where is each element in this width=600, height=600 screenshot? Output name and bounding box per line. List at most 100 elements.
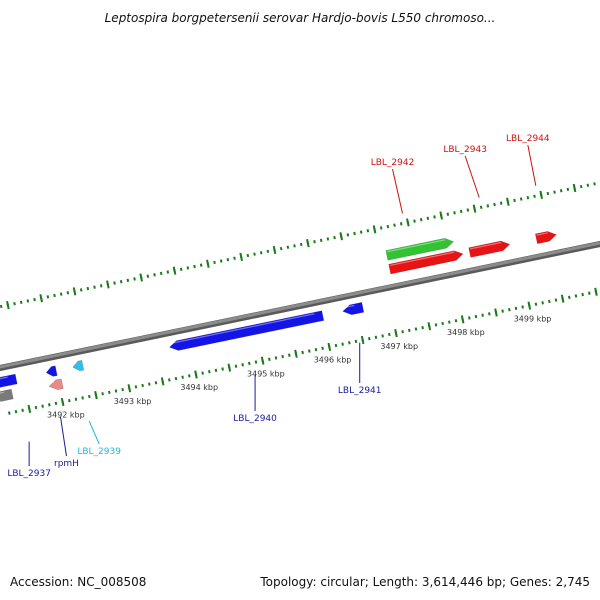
outer-minor-tick bbox=[466, 208, 470, 212]
inner-major-tick bbox=[194, 370, 198, 379]
inner-minor-tick bbox=[81, 396, 84, 400]
LBL_2941-arrow[interactable] bbox=[342, 302, 365, 316]
LBL_2939-highlight bbox=[72, 362, 77, 365]
outer-minor-tick bbox=[333, 235, 336, 240]
outer-minor-tick bbox=[113, 281, 116, 285]
outer-minor-tick bbox=[566, 187, 570, 192]
inner-major-tick bbox=[460, 315, 465, 324]
LBL_2940-arrow[interactable] bbox=[168, 310, 325, 351]
outer-major-tick bbox=[106, 280, 110, 289]
outer-minor-tick bbox=[399, 222, 403, 226]
outer-minor-tick bbox=[493, 202, 496, 207]
outer-minor-tick bbox=[79, 288, 83, 292]
outer-minor-tick bbox=[179, 267, 183, 271]
inner-minor-tick bbox=[314, 347, 318, 352]
outer-major-tick bbox=[206, 259, 210, 268]
minus-strand-ticks bbox=[8, 287, 598, 415]
LBL_2940-label[interactable]: LBL_2940 bbox=[233, 414, 277, 424]
outer-major-tick bbox=[172, 266, 177, 275]
outer-minor-tick bbox=[433, 215, 436, 219]
outer-minor-tick bbox=[53, 293, 56, 298]
outer-minor-tick bbox=[593, 182, 596, 186]
LBL_2944-label[interactable]: LBL_2944 bbox=[506, 134, 550, 144]
inner-minor-tick bbox=[74, 397, 78, 401]
inner-minor-tick bbox=[101, 392, 104, 396]
outer-minor-tick bbox=[453, 211, 456, 215]
outer-major-tick bbox=[306, 238, 310, 248]
outer-major-tick bbox=[72, 287, 77, 296]
outer-minor-tick bbox=[419, 218, 423, 222]
LBL_2942-highlight bbox=[389, 251, 455, 267]
outer-minor-tick bbox=[359, 230, 363, 234]
inner-major-tick bbox=[127, 384, 132, 393]
inner-minor-tick bbox=[221, 367, 224, 371]
inner-minor-tick bbox=[248, 361, 251, 366]
outer-minor-tick bbox=[166, 270, 170, 274]
LBL_2943-label[interactable]: LBL_2943 bbox=[443, 145, 487, 155]
inner-minor-tick bbox=[548, 299, 551, 304]
outer-minor-tick bbox=[86, 286, 90, 291]
outer-minor-tick bbox=[213, 260, 216, 265]
inner-major-tick bbox=[594, 287, 598, 296]
LBL_2943-arrow[interactable] bbox=[468, 240, 511, 258]
inner-minor-tick bbox=[34, 405, 38, 410]
outer-minor-tick bbox=[153, 273, 156, 277]
LBL_2942-label[interactable]: LBL_2942 bbox=[371, 158, 415, 168]
LBL_2942-cds-arrow[interactable] bbox=[385, 237, 455, 261]
rpmH-cds-arrow[interactable] bbox=[48, 378, 64, 391]
outer-major-tick bbox=[539, 190, 543, 200]
rpmH-arrow[interactable] bbox=[45, 365, 58, 377]
outer-minor-tick bbox=[313, 240, 316, 244]
LBL_2941-label[interactable]: LBL_2941 bbox=[338, 386, 382, 396]
LBL_2944-highlight bbox=[536, 232, 548, 236]
LBL_2941-highlight bbox=[342, 304, 355, 309]
LBL_2944-arrow[interactable] bbox=[534, 231, 557, 245]
kbp-label: 3498 kbp bbox=[447, 328, 485, 337]
inner-minor-tick bbox=[141, 383, 144, 388]
gene-features bbox=[0, 231, 557, 402]
inner-minor-tick bbox=[21, 408, 24, 412]
outer-major-tick bbox=[506, 197, 510, 206]
outer-minor-tick bbox=[233, 256, 236, 260]
outer-major-tick bbox=[572, 183, 577, 193]
outer-minor-tick bbox=[553, 190, 556, 194]
inner-minor-tick bbox=[348, 341, 351, 345]
inner-major-tick bbox=[527, 301, 532, 310]
LBL_2937-cds-arrow[interactable] bbox=[0, 388, 14, 402]
outer-minor-tick bbox=[559, 189, 563, 193]
inner-minor-tick bbox=[134, 385, 138, 389]
rpmH-highlight bbox=[46, 367, 50, 370]
inner-minor-tick bbox=[508, 308, 511, 312]
LBL_2937-highlight bbox=[0, 376, 8, 380]
outer-major-tick bbox=[406, 218, 410, 227]
outer-minor-tick bbox=[319, 238, 323, 243]
inner-major-tick bbox=[494, 308, 498, 317]
inner-minor-tick bbox=[454, 319, 458, 323]
inner-minor-tick bbox=[288, 353, 291, 357]
inner-major-tick bbox=[294, 349, 298, 358]
LBL_2937-label[interactable]: LBL_2937 bbox=[7, 469, 51, 479]
inner-minor-tick bbox=[114, 389, 118, 393]
outer-minor-tick bbox=[366, 229, 370, 233]
outer-minor-tick bbox=[133, 277, 136, 281]
outer-minor-tick bbox=[579, 184, 583, 189]
outer-major-tick bbox=[439, 211, 443, 220]
rpmH-label[interactable]: rpmH bbox=[54, 459, 79, 469]
outer-minor-tick bbox=[326, 237, 330, 241]
inner-minor-tick bbox=[321, 346, 324, 350]
outer-minor-tick bbox=[26, 299, 30, 303]
LBL_2937-arrow[interactable] bbox=[0, 373, 18, 388]
outer-minor-tick bbox=[519, 197, 523, 201]
inner-minor-tick bbox=[301, 350, 304, 355]
LBL_2939-arrow[interactable] bbox=[72, 359, 85, 372]
inner-minor-tick bbox=[588, 291, 591, 295]
inner-minor-tick bbox=[554, 298, 558, 302]
inner-minor-tick bbox=[181, 375, 184, 379]
inner-major-tick bbox=[560, 294, 565, 303]
inner-minor-tick bbox=[414, 327, 418, 331]
summary-text: Topology: circular; Length: 3,614,446 bp… bbox=[259, 575, 590, 589]
LBL_2942-arrow[interactable] bbox=[388, 250, 464, 275]
outer-minor-tick bbox=[186, 266, 190, 270]
inner-major-tick bbox=[327, 342, 332, 352]
LBL_2939-label[interactable]: LBL_2939 bbox=[77, 447, 121, 457]
